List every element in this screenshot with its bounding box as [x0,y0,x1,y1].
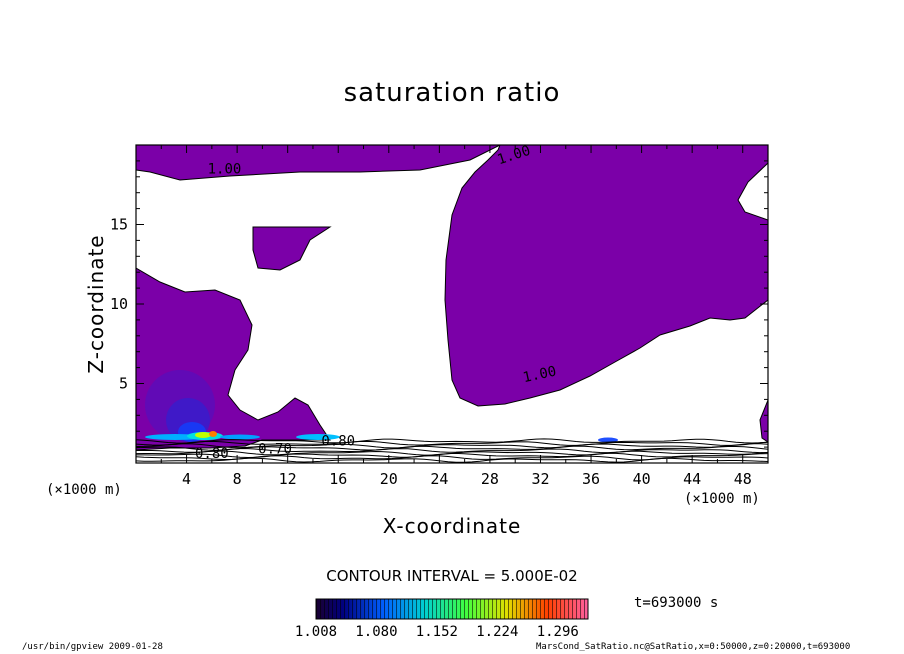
colorbar [315,598,589,620]
contour-line [136,448,768,454]
contour-label: 0.80 [321,434,355,450]
x-tick-label: 16 [329,470,347,488]
colorbar-tick-label: 1.296 [537,624,579,640]
bottom-contour-lines [136,438,768,463]
x-tick-label: 44 [683,470,701,488]
colorbar-labels: 1.008 1.080 1.152 1.224 1.296 [295,624,579,640]
colorbar-tick-label: 1.008 [295,624,337,640]
colorbar-tick-label: 1.080 [355,624,397,640]
fill-region-right-bottom [759,399,768,443]
x-tick-label: 4 [182,470,191,488]
x-tick-label: 20 [380,470,398,488]
contour-interval: CONTOUR INTERVAL = 5.000E-02 [326,567,578,585]
x-tick-label: 8 [233,470,242,488]
contour-label: 1.00 [521,363,557,386]
x-tick-label: 36 [582,470,600,488]
x-tick-label: 28 [481,470,499,488]
contour-label: 0.80 [195,446,229,462]
colorbar-tick-label: 1.152 [416,624,458,640]
footer-left: /usr/bin/gpview 2009-01-28 [22,642,163,652]
contour-line [136,443,768,449]
y-tick-label: 15 [110,216,128,234]
contour-line [136,457,768,463]
contour-label: 1.00 [208,162,242,178]
colorbar-stripes [316,599,588,619]
x-axis-label: X-coordinate [382,514,522,538]
contour-line [136,438,768,444]
colorbar-frame [315,598,589,620]
y-tick-label: 10 [110,295,128,313]
footer-right: MarsCond_SatRatio.nc@SatRatio,x=0:50000,… [536,642,851,652]
x-tick-label: 24 [430,470,448,488]
x-tick-label: 48 [734,470,752,488]
saturation-fill-regions [136,145,768,451]
high-saturation-patches [145,370,618,443]
axis-ticks [136,145,768,463]
x-tick-label: 12 [279,470,297,488]
time-label: t=693000 s [634,595,719,611]
x-tick-label: 40 [633,470,651,488]
contour-label: 0.70 [258,441,292,457]
contour-line [136,440,768,446]
x-unit-label-left: (×1000 m) [46,482,122,498]
x-tick-label: 32 [531,470,549,488]
fill-region-mid [252,226,332,271]
x-unit-label-right: (×1000 m) [684,491,760,507]
fill-region-top [136,145,768,407]
chart-title: saturation ratio [343,78,561,108]
y-tick-label: 5 [119,375,128,393]
contour-line [136,452,768,459]
colorbar-tick-label: 1.224 [476,624,518,640]
